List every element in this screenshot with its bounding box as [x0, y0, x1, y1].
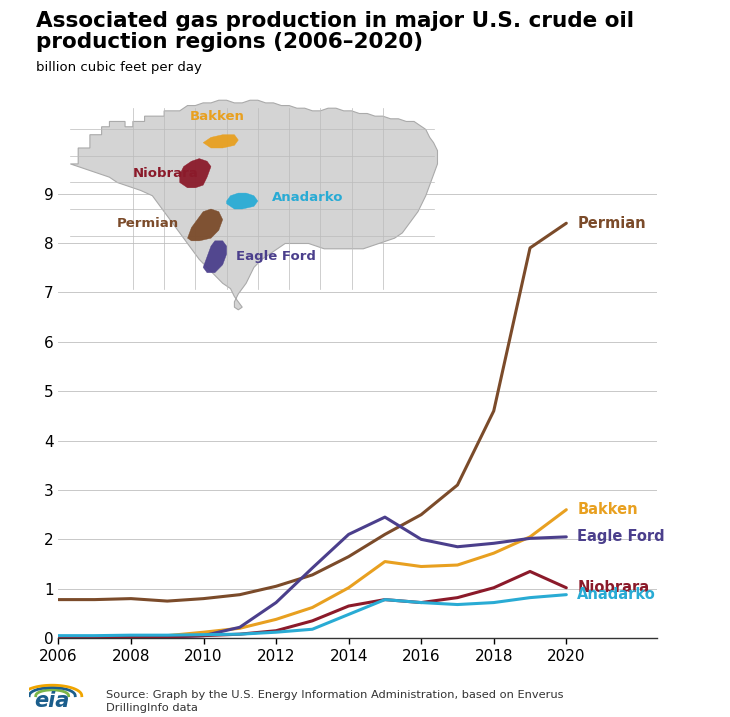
- Text: Associated gas production in major U.S. crude oil: Associated gas production in major U.S. …: [36, 11, 634, 31]
- Text: Anadarko: Anadarko: [272, 191, 343, 204]
- Text: Anadarko: Anadarko: [577, 587, 656, 602]
- Text: billion cubic feet per day: billion cubic feet per day: [36, 61, 202, 74]
- Polygon shape: [203, 241, 226, 272]
- Polygon shape: [180, 158, 211, 188]
- Text: Niobrara: Niobrara: [577, 580, 649, 595]
- Text: production regions (2006–2020): production regions (2006–2020): [36, 32, 423, 52]
- Polygon shape: [203, 135, 238, 148]
- Text: Bakken: Bakken: [577, 502, 638, 517]
- Polygon shape: [188, 209, 223, 241]
- Polygon shape: [70, 100, 437, 310]
- Text: eia: eia: [34, 691, 70, 711]
- Text: Bakken: Bakken: [189, 110, 245, 123]
- Text: Eagle Ford: Eagle Ford: [237, 250, 316, 263]
- Text: Niobrara: Niobrara: [133, 166, 199, 180]
- Polygon shape: [226, 193, 258, 209]
- Text: Permian: Permian: [118, 217, 180, 230]
- Text: Source: Graph by the U.S. Energy Information Administration, based on Enverus
Dr: Source: Graph by the U.S. Energy Informa…: [106, 690, 564, 713]
- Text: Eagle Ford: Eagle Ford: [577, 529, 665, 544]
- Text: Permian: Permian: [577, 216, 646, 231]
